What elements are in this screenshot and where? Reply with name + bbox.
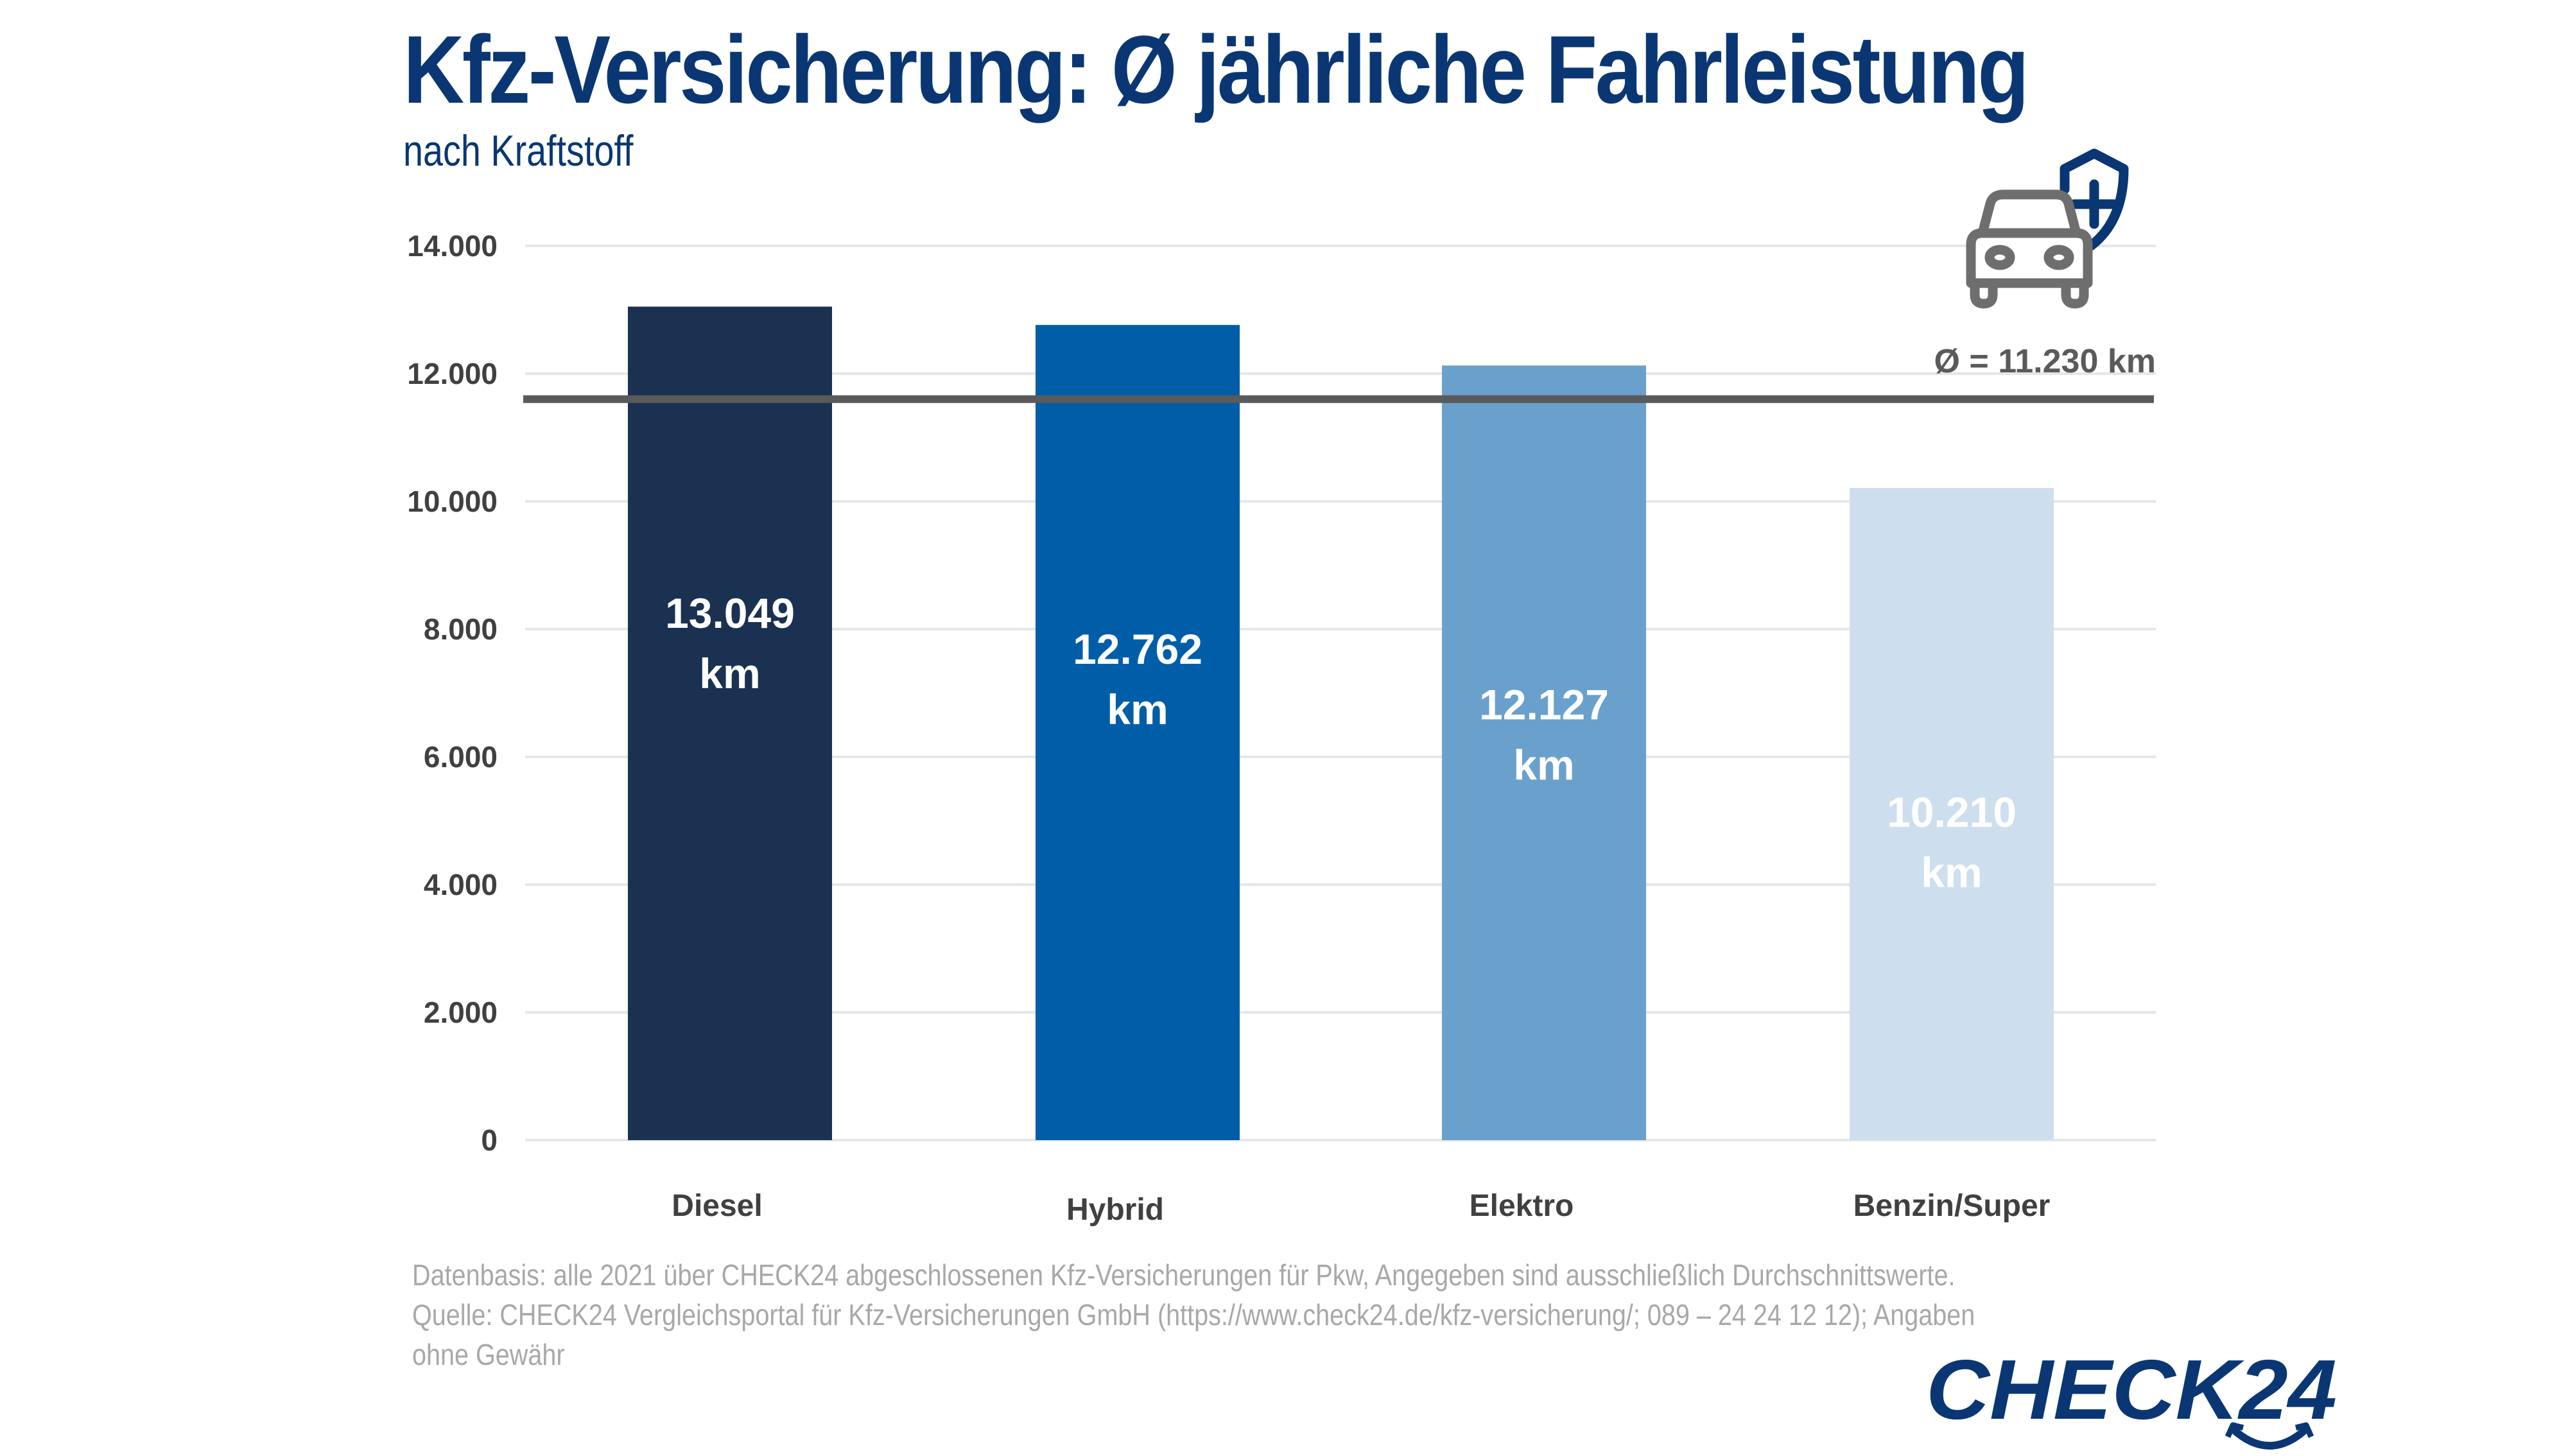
chart-subtitle: nach Kraftstoff: [403, 126, 634, 175]
x-tick-label: Hybrid: [1066, 1193, 1164, 1227]
footnote-line: Quelle: CHECK24 Vergleichsportal für Kfz…: [412, 1298, 1975, 1331]
bar-hybrid: [1036, 325, 1240, 1140]
bar-value-label: 12.762: [1073, 625, 1202, 673]
x-tick-label: Benzin/Super: [1853, 1189, 2051, 1223]
x-axis-ticks: Diesel Hybrid Elektro Benzin/Super: [672, 1189, 2050, 1227]
y-tick-label: 8.000: [424, 612, 498, 646]
x-tick-label: Diesel: [672, 1189, 762, 1223]
y-tick-label: 2.000: [424, 996, 498, 1029]
y-tick-label: 0: [481, 1123, 498, 1157]
bars: [628, 306, 2054, 1140]
y-tick-label: 10.000: [407, 485, 498, 518]
bar-value-label: 13.049: [665, 589, 795, 637]
y-tick-label: 12.000: [407, 357, 498, 390]
y-tick-label: 14.000: [407, 229, 498, 263]
bar-unit-label: km: [1513, 741, 1574, 788]
logo-wordmark: CHECK24: [1926, 1347, 2337, 1437]
bar-benzin-super: [1850, 488, 2054, 1140]
footnote-line: ohne Gewähr: [412, 1338, 565, 1371]
y-tick-label: 4.000: [424, 868, 498, 901]
average-label: Ø = 11.230 km: [1934, 343, 2156, 380]
footnote-line: Datenbasis: alle 2021 über CHECK24 abges…: [412, 1258, 1956, 1292]
bar-elektro: [1442, 365, 1646, 1140]
source-footnote: Datenbasis: alle 2021 über CHECK24 abges…: [412, 1255, 1975, 1374]
y-axis-ticks: 0 2.000 4.000 6.000 8.000 10.000 12.000 14.000: [407, 229, 498, 1157]
bar-unit-label: km: [699, 650, 760, 697]
car-insurance-icon: [1966, 148, 2129, 309]
bar-value-label: 10.210: [1887, 788, 2017, 836]
chart-title: Kfz-Versicherung: Ø jährliche Fahrleistu…: [403, 15, 2029, 123]
check24-logo: CHECK24: [1926, 1347, 2337, 1450]
bar-diesel: [628, 306, 832, 1140]
average-reference: Ø = 11.230 km: [523, 343, 2156, 403]
y-tick-label: 6.000: [424, 740, 498, 774]
bar-value-labels: 13.049 km 12.762 km 12.127 km 10.210 km: [665, 589, 2017, 896]
bar-unit-label: km: [1107, 686, 1168, 733]
x-tick-label: Elektro: [1470, 1189, 1574, 1223]
bar-value-label: 12.127: [1479, 680, 1609, 728]
bar-unit-label: km: [1921, 849, 1982, 896]
car-icon: [1966, 189, 2093, 309]
